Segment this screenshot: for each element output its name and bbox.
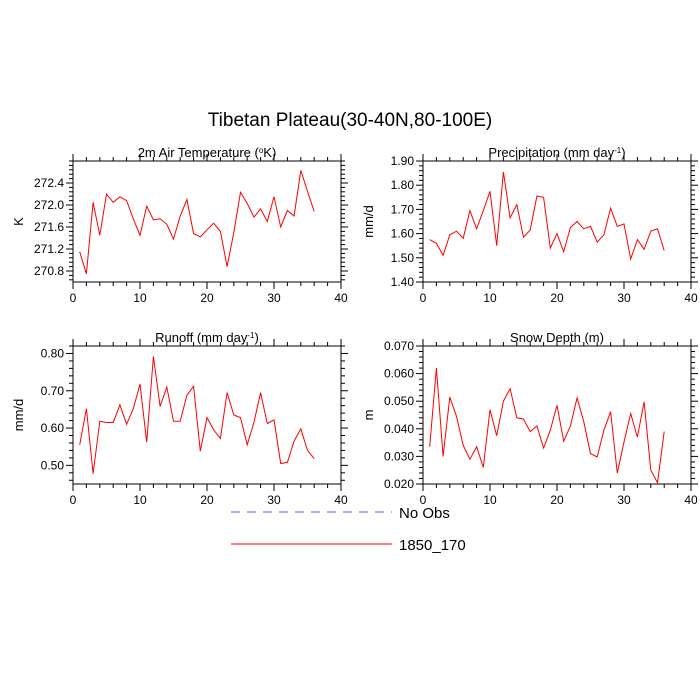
y-tick-label: 272.4 <box>34 176 64 190</box>
chart-panel-3: Snow Depth (m) m 0 10 20 30 40 0.020 0.030 0.040 0… <box>361 330 698 507</box>
series-line-0 <box>429 171 665 261</box>
x-tick-label: 30 <box>267 493 281 507</box>
x-tick-label: 30 <box>617 291 631 305</box>
y-axis-label: K <box>11 217 26 226</box>
y-tick-label: 0.060 <box>384 367 414 381</box>
plot-frame <box>72 345 342 485</box>
y-tick-label: 270.8 <box>34 264 64 278</box>
legend-label-obs: No Obs <box>399 505 450 522</box>
panel-title: 2m Air Temperature (oK) <box>138 145 277 160</box>
x-tick-label: 0 <box>420 291 427 305</box>
panel-title: Snow Depth (m) <box>510 330 604 345</box>
legend-label-model: 1850_170 <box>399 537 466 554</box>
y-tick-label: 1.40 <box>391 275 415 289</box>
x-tick-label: 20 <box>550 493 564 507</box>
y-tick-label: 1.60 <box>391 227 415 241</box>
y-tick-label: 0.70 <box>41 384 65 398</box>
y-tick-label: 0.040 <box>384 422 414 436</box>
y-tick-label: 272.0 <box>34 198 64 212</box>
y-tick-label: 1.70 <box>391 202 415 216</box>
x-tick-label: 20 <box>550 291 564 305</box>
legend-item-model: 1850_170 <box>231 537 466 554</box>
y-tick-label: 0.60 <box>41 421 65 435</box>
x-tick-label: 10 <box>133 493 147 507</box>
y-tick-label: 1.90 <box>391 154 415 168</box>
x-tick-label: 40 <box>334 291 348 305</box>
x-tick-label: 40 <box>684 291 698 305</box>
x-tick-label: 0 <box>70 291 77 305</box>
plot-frame <box>72 160 342 283</box>
x-tick-label: 20 <box>200 291 214 305</box>
x-tick-label: 10 <box>483 291 497 305</box>
x-tick-label: 30 <box>617 493 631 507</box>
y-tick-label: 0.030 <box>384 449 414 463</box>
y-tick-label: 0.050 <box>384 394 414 408</box>
series-line-0 <box>79 356 315 474</box>
x-tick-label: 30 <box>267 291 281 305</box>
chart-panel-0: 2m Air Temperature (oK) K 0 10 20 30 40 270.8 27… <box>11 145 348 305</box>
chart-panel-2: Runoff (mm day-1) mm/d 0 10 20 30 40 0.50 0.60 0.… <box>11 330 348 507</box>
y-tick-label: 1.50 <box>391 251 415 265</box>
figure-title: Tibetan Plateau(30-40N,80-100E) <box>207 110 493 131</box>
y-tick-label: 0.070 <box>384 339 414 353</box>
x-tick-label: 10 <box>483 493 497 507</box>
y-tick-label: 0.80 <box>41 346 65 360</box>
panel-title: Runoff (mm day-1) <box>155 330 259 345</box>
y-tick-label: 0.020 <box>384 477 414 491</box>
legend: No Obs 1850_170 <box>231 505 466 554</box>
y-tick-label: 0.50 <box>41 458 65 472</box>
y-axis-label: mm/d <box>361 205 376 238</box>
x-tick-label: 40 <box>684 493 698 507</box>
y-tick-label: 271.6 <box>34 220 64 234</box>
series-line-0 <box>429 368 665 485</box>
x-tick-label: 10 <box>133 291 147 305</box>
plot-frame <box>422 345 692 485</box>
x-tick-label: 40 <box>334 493 348 507</box>
x-tick-label: 0 <box>420 493 427 507</box>
y-tick-label: 271.2 <box>34 242 64 256</box>
x-tick-label: 0 <box>70 493 77 507</box>
y-tick-label: 1.80 <box>391 178 415 192</box>
plot-frame <box>422 160 692 283</box>
y-axis-label: m <box>361 410 376 421</box>
y-axis-label: mm/d <box>11 399 26 432</box>
legend-item-obs: No Obs <box>231 505 450 522</box>
chart-panels: 2m Air Temperature (oK) K 0 10 20 30 40 270.8 27… <box>11 145 698 507</box>
x-tick-label: 20 <box>200 493 214 507</box>
series-line-0 <box>79 170 315 274</box>
chart-panel-1: Precipitation (mm day-1) mm/d 0 10 20 30 40 1.4… <box>361 145 698 305</box>
panel-title: Precipitation (mm day-1) <box>488 145 625 160</box>
